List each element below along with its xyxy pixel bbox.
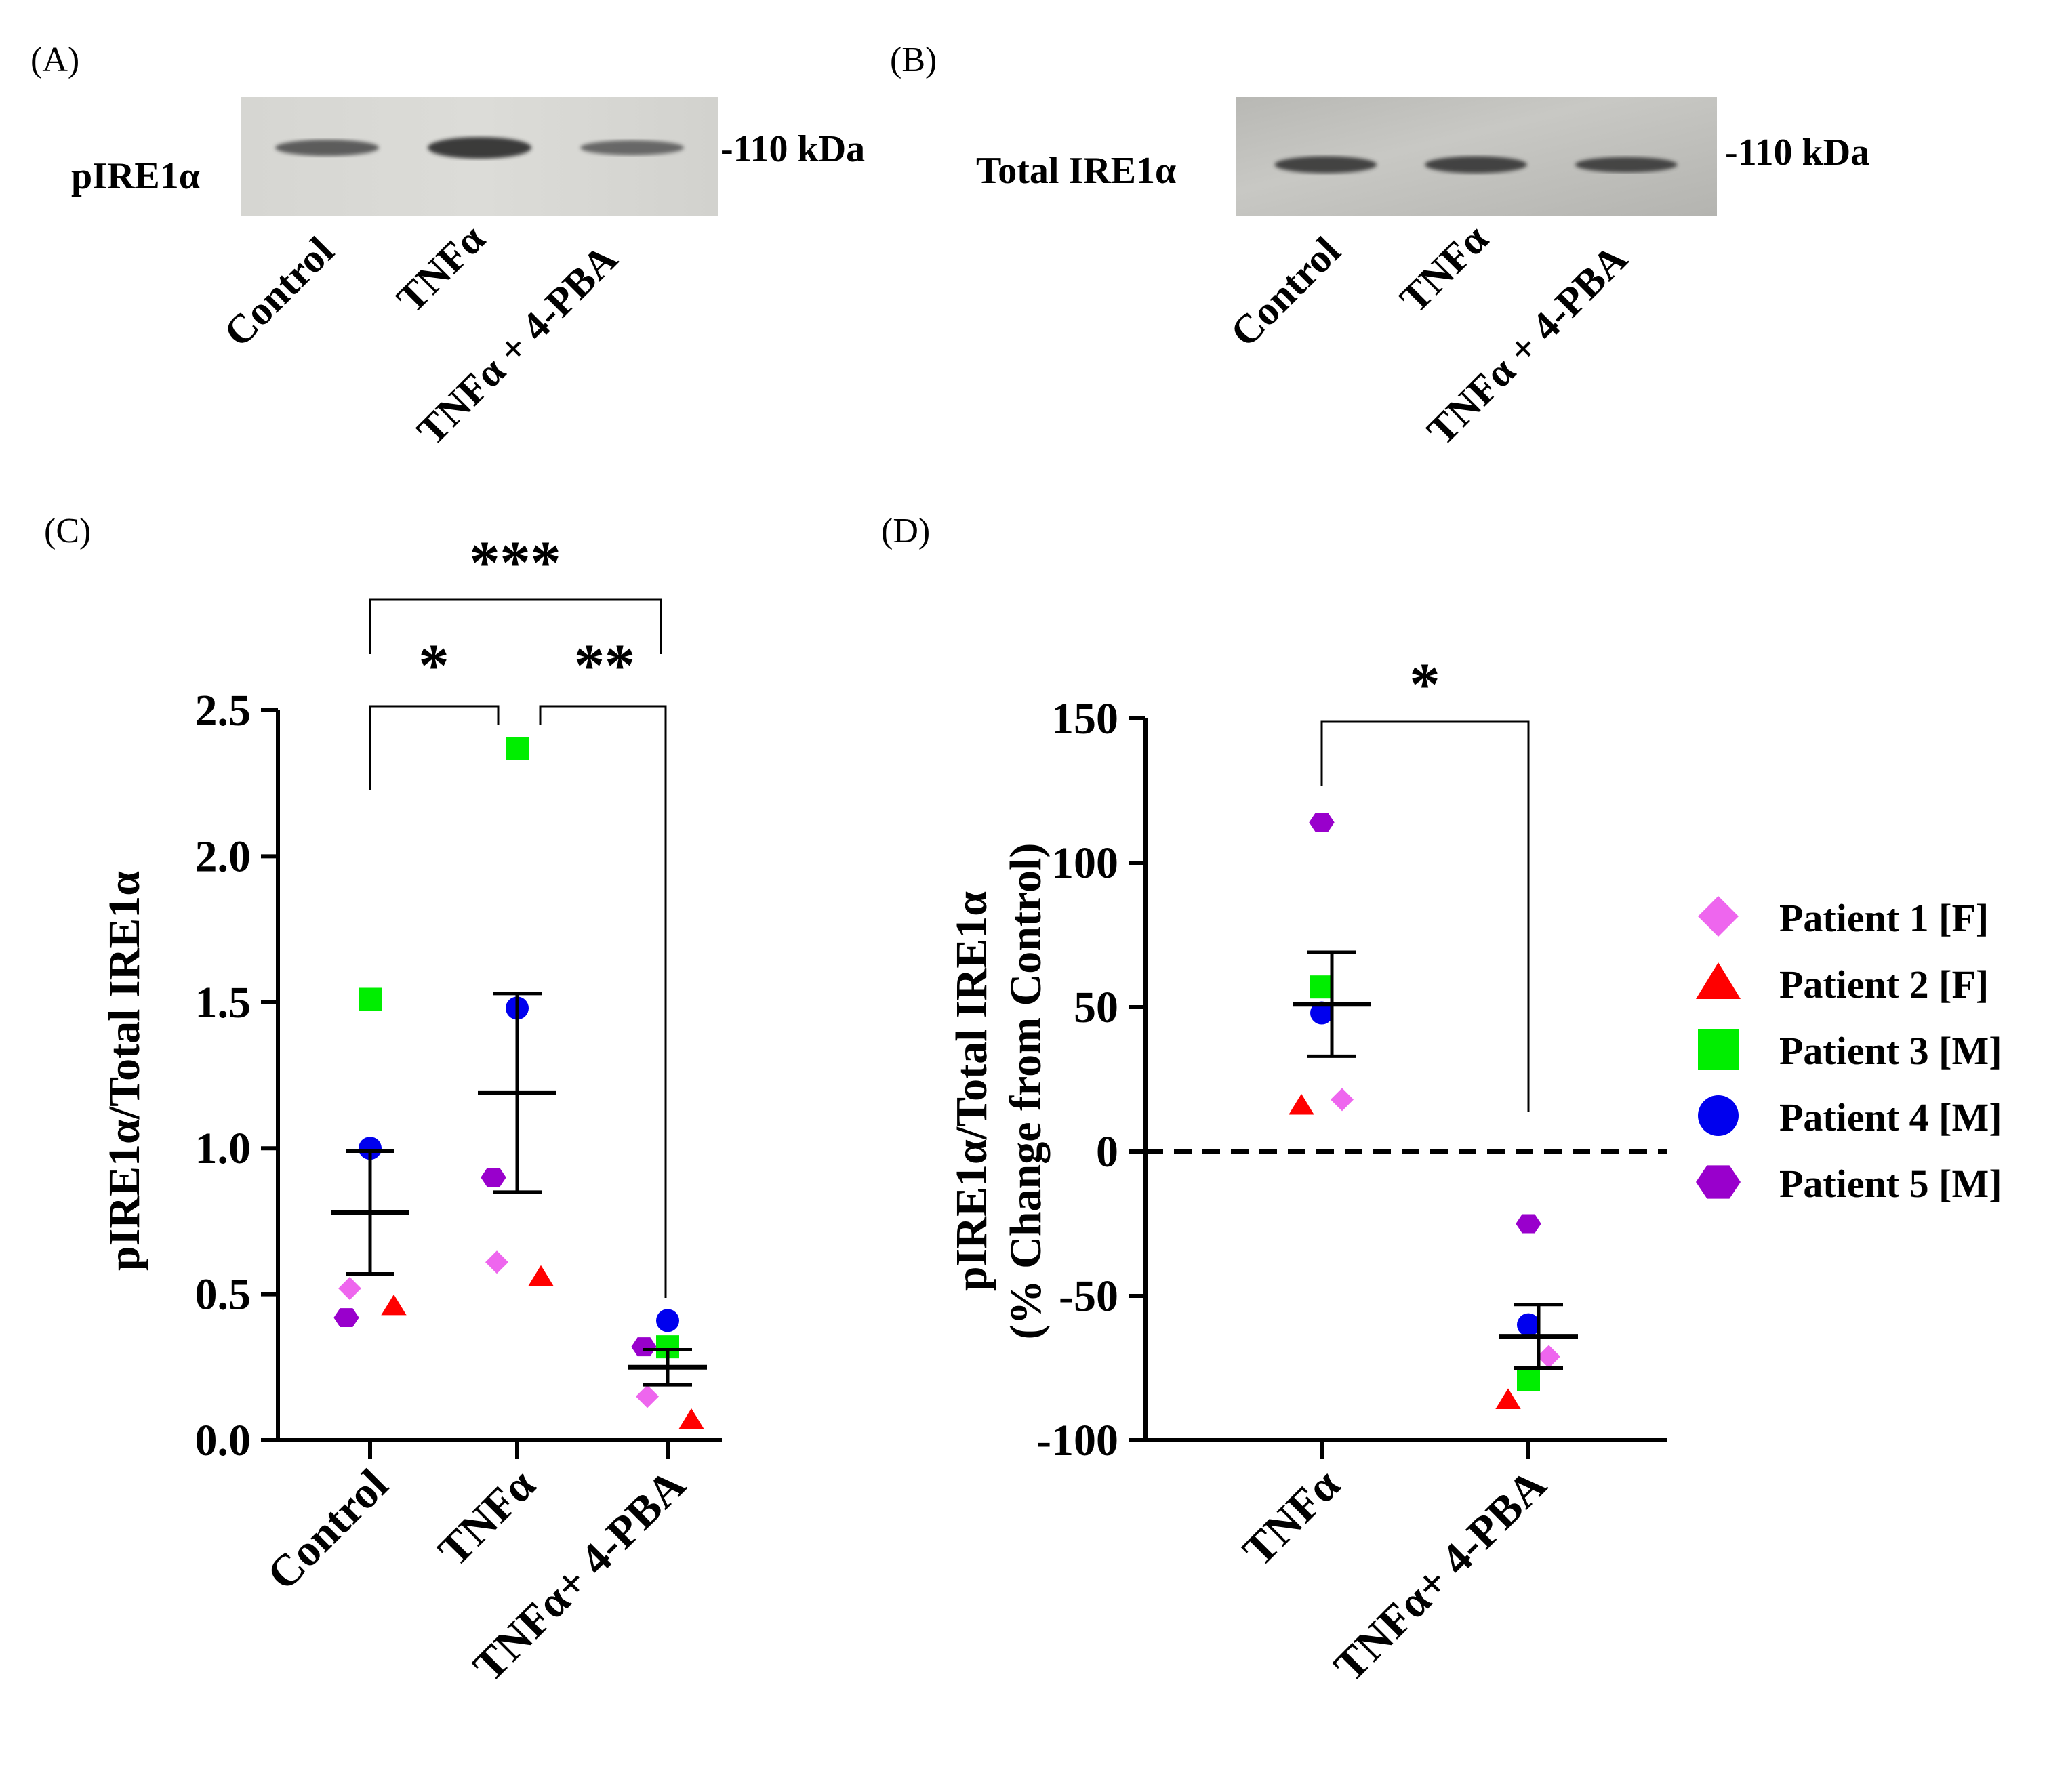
blot-band (580, 140, 684, 155)
data-point-hexagon (333, 1308, 359, 1328)
blot-b-lane-label: Control (1222, 228, 1349, 355)
chart-c-ylabel: pIRE1α/Total IRE1α (100, 871, 149, 1271)
blot-b-label: Total IRE1α (976, 150, 1176, 192)
blot-b-marker: -110 kDa (1725, 131, 1869, 174)
y-tick-label: 50 (1074, 983, 1118, 1032)
y-tick-label: 0.0 (195, 1416, 251, 1465)
y-tick-label: 1.5 (195, 978, 251, 1027)
data-point-diamond (636, 1385, 659, 1408)
blot-b-lane-labels: Control TNFα TNFα + 4-PBA (1222, 216, 1636, 453)
data-point-triangle (1289, 1093, 1314, 1115)
panel-label-c: (C) (44, 512, 91, 550)
chart-d-ylabel: pIRE1α/Total IRE1α (947, 891, 996, 1291)
x-tick-label: TNFα (1234, 1460, 1350, 1576)
x-tick-label: TNFα+ 4-PBA (1324, 1460, 1556, 1692)
data-point-diamond (1331, 1088, 1354, 1112)
data-point-hexagon (481, 1168, 506, 1187)
blot-a-lane-label: Control (216, 228, 342, 355)
data-point-circle (359, 1137, 382, 1160)
blot-b-lane-label: TNFα (1392, 216, 1497, 321)
data-point-square (506, 737, 529, 760)
chart-c: pIRE1α/Total IRE1α 0.0 0.5 1.0 1.5 2.0 2.5 Con… (100, 529, 722, 1691)
data-point-hexagon (1309, 813, 1335, 832)
sig-bracket (369, 705, 500, 790)
x-tick-label: TNFα (429, 1460, 545, 1576)
legend-square-icon (1698, 1029, 1739, 1070)
blot-b-bands (1274, 156, 1678, 174)
data-point-hexagon (1516, 1214, 1541, 1234)
data-point-triangle (381, 1294, 407, 1316)
y-tick-label: -50 (1059, 1271, 1118, 1321)
blot-band (1274, 156, 1377, 174)
data-point-triangle (1495, 1388, 1521, 1409)
blot-b: Total IRE1α -110 kDa Control TNFα TNFα +… (976, 97, 1869, 453)
data-point-circle (656, 1309, 679, 1332)
sig-label: * (419, 632, 449, 699)
data-point-square (359, 987, 382, 1011)
legend: Patient 1 [F] Patient 2 [F] Patient 3 [M] P… (1696, 896, 2002, 1206)
blot-a-marker: -110 kDa (721, 128, 865, 170)
data-point-triangle (678, 1408, 704, 1429)
legend-label: Patient 5 [M] (1779, 1162, 2002, 1206)
y-tick-label: 150 (1051, 694, 1118, 744)
blot-a-label: pIRE1α (71, 155, 200, 197)
x-tick-label: Control (258, 1460, 397, 1600)
data-point-circle (1517, 1313, 1540, 1337)
legend-label: Patient 4 [M] (1779, 1095, 2002, 1139)
data-point-hexagon (631, 1337, 657, 1357)
chart-d: pIRE1α/Total IRE1α (% Change from Contro… (947, 651, 1667, 1691)
sig-label: * (1410, 651, 1440, 718)
sig-label: *** (470, 529, 561, 596)
blot-a: pIRE1α -110 kDa Control TNFα TNFα + 4-PB… (71, 97, 865, 453)
panel-label-a: (A) (31, 41, 79, 79)
y-tick-label: 2.0 (195, 832, 251, 881)
blot-a-lane-label: TNFα (388, 216, 493, 321)
data-point-triangle (528, 1265, 554, 1286)
sig-label: ** (574, 632, 635, 699)
blot-a-lane-labels: Control TNFα TNFα + 4-PBA (216, 216, 626, 453)
data-point-square (1517, 1368, 1540, 1391)
legend-label: Patient 3 [M] (1779, 1029, 2002, 1073)
y-tick-label: 0 (1096, 1127, 1118, 1177)
data-point-diamond (1537, 1345, 1560, 1368)
panel-label-d: (D) (881, 512, 930, 550)
y-tick-label: -100 (1036, 1416, 1118, 1465)
y-tick-label: 2.5 (195, 686, 251, 735)
legend-circle-icon (1698, 1095, 1739, 1136)
y-tick-label: 100 (1051, 838, 1118, 888)
blot-band (275, 139, 379, 157)
legend-diamond-icon (1698, 896, 1739, 937)
blot-band (1425, 156, 1527, 174)
y-tick-label: 1.0 (195, 1124, 251, 1173)
legend-label: Patient 2 [F] (1779, 962, 1989, 1006)
legend-label: Patient 1 [F] (1779, 896, 1989, 940)
sig-bracket (539, 705, 667, 1298)
data-point-square (1310, 975, 1333, 999)
data-point-diamond (485, 1250, 508, 1274)
y-tick-label: 0.5 (195, 1270, 251, 1320)
blot-band (1575, 157, 1678, 173)
panel-label-b: (B) (890, 41, 937, 79)
chart-d-ylabel-2: (% Change from Control) (1001, 843, 1051, 1340)
sig-bracket (369, 598, 662, 654)
legend-hexagon-icon (1696, 1165, 1741, 1199)
legend-triangle-icon (1696, 962, 1741, 999)
data-point-circle (1310, 1001, 1333, 1025)
blot-band (428, 137, 531, 159)
data-point-diamond (338, 1276, 361, 1300)
sig-bracket (1320, 720, 1530, 1112)
blot-a-bands (275, 137, 684, 159)
